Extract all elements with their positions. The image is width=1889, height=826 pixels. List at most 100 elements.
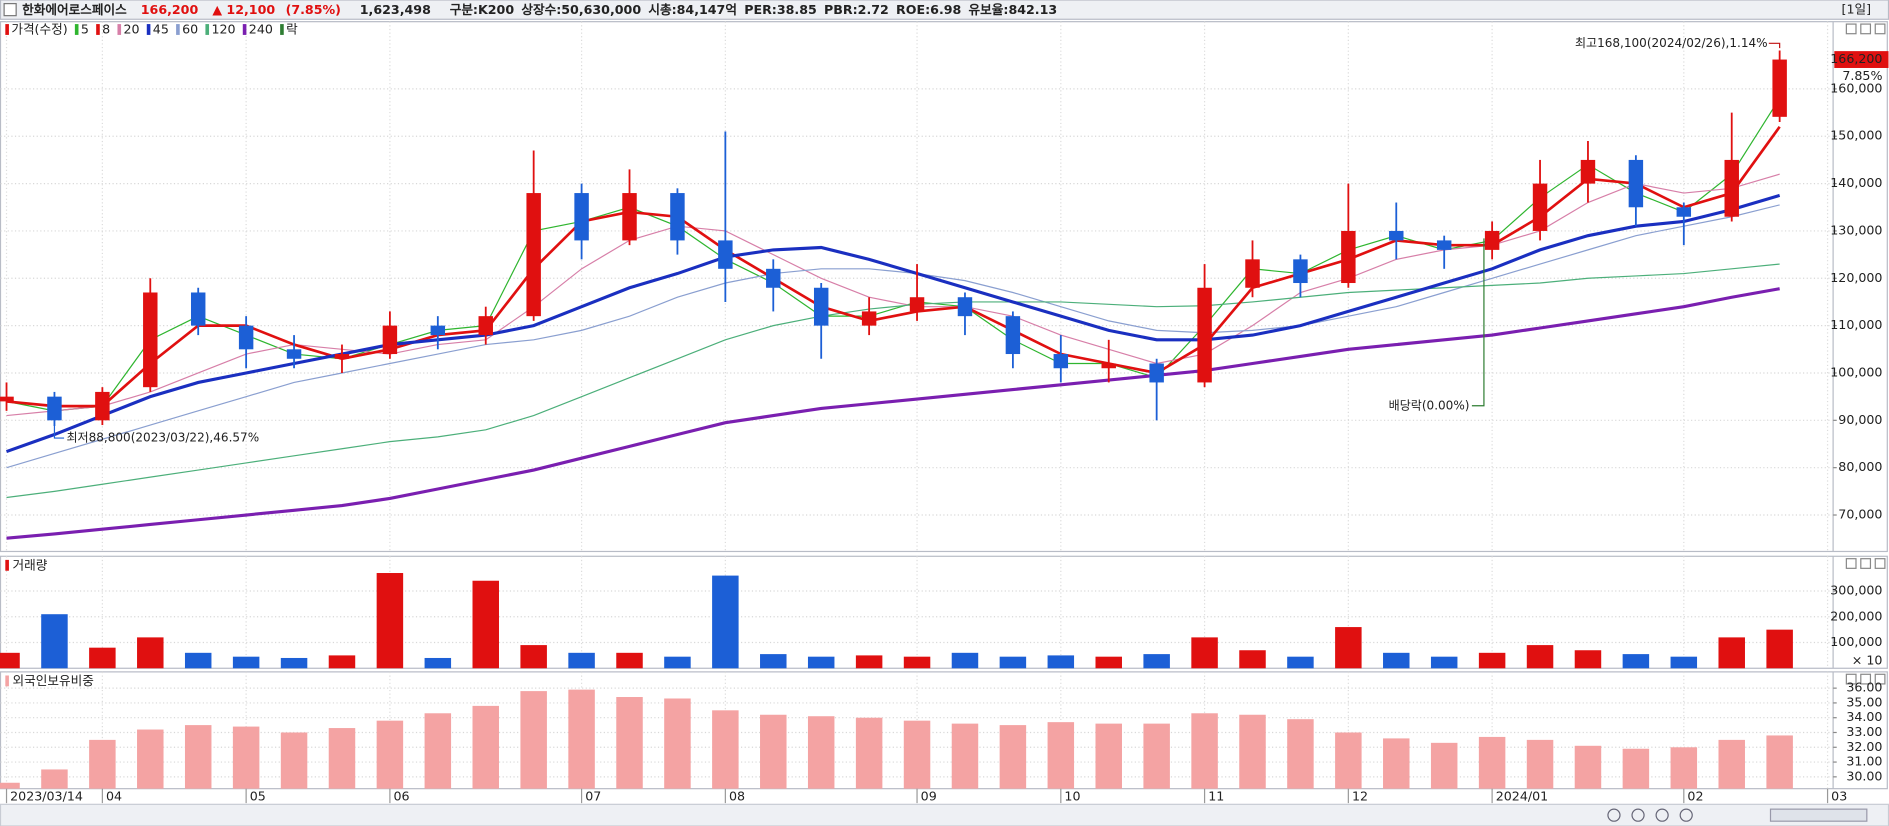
pane-button[interactable] bbox=[1860, 558, 1872, 569]
bar bbox=[999, 656, 1027, 669]
pane-button[interactable] bbox=[1874, 558, 1886, 569]
dividend-marker bbox=[1471, 238, 1485, 407]
bar bbox=[137, 729, 164, 789]
bar bbox=[1287, 656, 1314, 669]
scroll-thumb[interactable] bbox=[1769, 808, 1868, 822]
bar bbox=[951, 723, 979, 789]
pane-button[interactable] bbox=[1874, 673, 1886, 685]
bar bbox=[712, 575, 739, 669]
last-change: 7.85% bbox=[1842, 68, 1882, 83]
bar bbox=[1095, 723, 1122, 789]
bar bbox=[328, 655, 356, 669]
legend-label: 240 bbox=[249, 22, 273, 37]
legend-swatch bbox=[5, 24, 9, 35]
candle-body bbox=[1005, 316, 1021, 355]
zoom-button[interactable] bbox=[1679, 808, 1693, 822]
info-item: PBR:2.72 bbox=[824, 2, 889, 17]
pane-frame bbox=[0, 671, 1888, 790]
pane-button[interactable] bbox=[1860, 673, 1872, 685]
bar bbox=[232, 726, 260, 789]
legend-label: 8 bbox=[102, 22, 110, 37]
bar bbox=[664, 656, 691, 669]
legend-label: 락 bbox=[286, 22, 298, 37]
candle-body bbox=[238, 325, 254, 350]
bar bbox=[1335, 732, 1362, 789]
bar bbox=[1622, 748, 1650, 789]
y-tick-label: 32.00 bbox=[1846, 739, 1882, 754]
bar bbox=[1670, 747, 1698, 789]
info-item: 유보율:842.13 bbox=[969, 2, 1058, 17]
zoom-button[interactable] bbox=[1655, 808, 1669, 822]
y-tick-label: 110,000 bbox=[1830, 317, 1882, 332]
y-tick-label: 100,000 bbox=[1830, 364, 1882, 379]
bar bbox=[1670, 656, 1698, 669]
pane-button[interactable] bbox=[1874, 23, 1886, 35]
pane-swatch bbox=[5, 675, 9, 687]
legend-label: 20 bbox=[123, 22, 139, 37]
y-tick-label: 140,000 bbox=[1830, 175, 1882, 190]
candle-body bbox=[478, 316, 493, 336]
bar bbox=[616, 652, 643, 669]
volume: 1,623,498 bbox=[360, 2, 431, 17]
stock-name: 한화에어로스페이스 bbox=[22, 2, 127, 17]
pane-button[interactable] bbox=[1845, 23, 1857, 35]
y-tick-label: 36.00 bbox=[1846, 680, 1882, 695]
bar bbox=[184, 652, 212, 669]
pane-button[interactable] bbox=[1845, 673, 1857, 685]
pane-button[interactable] bbox=[1845, 558, 1857, 569]
candle-body bbox=[1484, 230, 1500, 250]
candle-body bbox=[1053, 354, 1069, 369]
candle-body bbox=[1676, 207, 1692, 217]
pane-title: 거래량 bbox=[13, 557, 48, 572]
bar bbox=[89, 739, 116, 789]
period[interactable]: [1일] bbox=[1842, 2, 1872, 17]
y-tick-label: 70,000 bbox=[1838, 507, 1882, 522]
bar bbox=[137, 637, 164, 669]
candle-body bbox=[1436, 240, 1452, 250]
header-icon[interactable] bbox=[3, 3, 17, 17]
candle-body bbox=[1389, 230, 1404, 241]
bar bbox=[472, 705, 499, 789]
info-item: ROE:6.98 bbox=[896, 2, 961, 17]
bar bbox=[1718, 637, 1745, 669]
legend-swatch bbox=[146, 24, 151, 35]
candle-body bbox=[1101, 363, 1116, 369]
bar bbox=[1047, 722, 1075, 789]
pane-button[interactable] bbox=[1860, 23, 1872, 35]
bar bbox=[472, 580, 499, 669]
candle-body bbox=[957, 297, 973, 317]
candle-body bbox=[1245, 259, 1260, 288]
change: ▲ 12,100 bbox=[212, 2, 275, 17]
candle-body bbox=[334, 354, 350, 359]
bar bbox=[1718, 739, 1745, 789]
bar bbox=[1430, 656, 1458, 669]
x-tick-label: 02 bbox=[1687, 789, 1703, 804]
bar bbox=[1143, 654, 1170, 669]
scroll-bar[interactable] bbox=[0, 803, 1889, 826]
candle-body bbox=[813, 287, 829, 326]
x-tick-label: 05 bbox=[250, 789, 266, 804]
bar bbox=[1766, 735, 1793, 789]
zoom-button[interactable] bbox=[1631, 808, 1645, 822]
y-tick-label: 35.00 bbox=[1846, 694, 1882, 709]
y-tick-label: 34.00 bbox=[1846, 709, 1882, 724]
bar bbox=[1335, 627, 1362, 669]
candle-body bbox=[190, 292, 206, 326]
candle-body bbox=[1772, 59, 1787, 117]
bar bbox=[1239, 650, 1266, 669]
legend-swatch bbox=[96, 24, 100, 35]
bar bbox=[184, 725, 212, 789]
bar bbox=[760, 654, 787, 669]
bar bbox=[232, 656, 260, 669]
y-tick-label: 30.00 bbox=[1846, 768, 1882, 783]
x-tick-label: 08 bbox=[729, 789, 745, 804]
legend-label: 120 bbox=[211, 22, 235, 37]
bar bbox=[568, 652, 595, 669]
min-annotation: 최저88,800(2023/03/22),46.57% bbox=[66, 431, 259, 445]
zoom-button[interactable] bbox=[1607, 808, 1621, 822]
y-tick-label: 150,000 bbox=[1830, 128, 1882, 143]
change-pct: (7.85%) bbox=[286, 2, 341, 17]
candle-body bbox=[1149, 363, 1164, 383]
candle-body bbox=[1724, 159, 1739, 217]
